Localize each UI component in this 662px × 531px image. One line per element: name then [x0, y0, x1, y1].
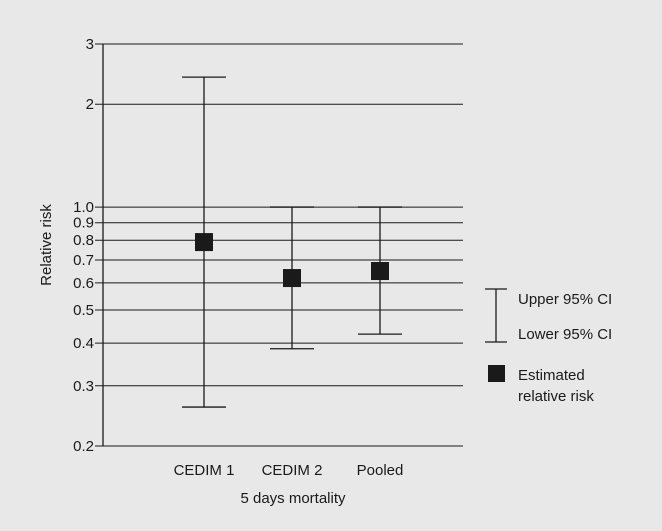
- x-tick-label-2: Pooled: [357, 462, 404, 479]
- gridlines: [95, 43, 463, 447]
- estimate-marker-0: [195, 233, 213, 252]
- y-tick-label-7: 0.5: [73, 302, 94, 319]
- error-bar-group-0: [182, 76, 226, 408]
- y-tick-labels: 3 2 1.00.90.8 0.7 0.6 0.5 0.4 0.3 0.2: [73, 36, 94, 455]
- y-tick-label-1: 2: [86, 96, 94, 113]
- x-tick-label-1: CEDIM 2: [262, 462, 323, 479]
- series-error-bars: [182, 76, 402, 408]
- legend-estimate-label-line1: Estimated: [518, 367, 585, 384]
- legend-upper-ci-label: Upper 95% CI: [518, 291, 612, 308]
- y-tick-label-0: 3: [86, 36, 94, 53]
- x-tick-labels: CEDIM 1 CEDIM 2 Pooled: [174, 462, 404, 479]
- y-axis-label: Relative risk: [38, 204, 55, 286]
- error-bar-group-2: [358, 206, 402, 335]
- y-tick-label-10: 0.2: [73, 438, 94, 455]
- legend: Upper 95% CI Lower 95% CI Estimated rela…: [485, 288, 612, 405]
- y-tick-label-4: 0.8: [73, 232, 94, 249]
- y-tick-label-6: 0.6: [73, 275, 94, 292]
- y-tick-label-5: 0.7: [73, 252, 94, 269]
- x-tick-label-0: CEDIM 1: [174, 462, 235, 479]
- y-tick-label-9: 0.3: [73, 378, 94, 395]
- error-bar-group-1: [270, 206, 314, 350]
- estimate-marker-1: [283, 269, 301, 288]
- estimate-marker-2: [371, 262, 389, 281]
- legend-estimate-marker: [488, 365, 505, 382]
- legend-estimate-label-line2: relative risk: [518, 388, 594, 405]
- y-tick-label-8: 0.4: [73, 335, 94, 352]
- x-axis-label: 5 days mortality: [240, 490, 346, 507]
- y-tick-label-3: 0.9: [73, 215, 94, 232]
- y-tick-label-2: 1.0: [73, 199, 94, 216]
- legend-lower-ci-label: Lower 95% CI: [518, 326, 612, 343]
